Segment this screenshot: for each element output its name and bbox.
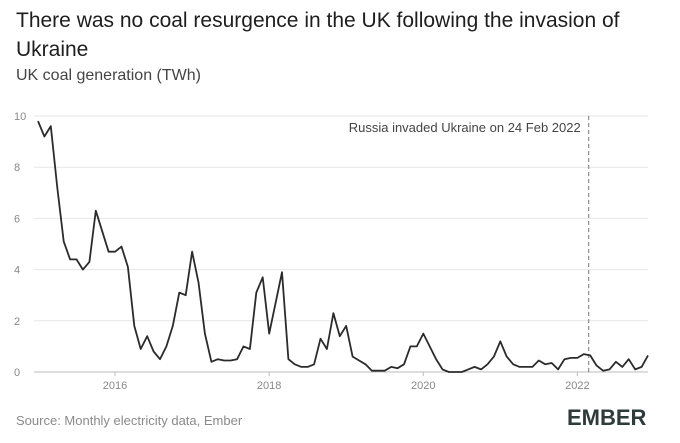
annotation-group: Russia invaded Ukraine on 24 Feb 2022	[349, 116, 590, 372]
grid-lines	[34, 115, 648, 373]
y-axis: 0 2 4 6 8 10	[14, 111, 26, 379]
chart-subtitle: UK coal generation (TWh)	[16, 67, 201, 84]
x-tick-label: 2018	[257, 380, 281, 392]
y-tick-label: 4	[14, 265, 20, 277]
ember-logo: EMBER	[567, 405, 647, 430]
x-tick-label: 2022	[565, 380, 589, 392]
series-points	[37, 121, 649, 373]
x-tick-label: 2016	[103, 380, 127, 392]
x-axis: 2016 2018 2020 2022	[103, 372, 590, 392]
logo-text: EMBER	[567, 405, 647, 430]
invasion-annotation: Russia invaded Ukraine on 24 Feb 2022	[349, 120, 581, 135]
source-note: Source: Monthly electricity data, Ember	[16, 413, 243, 428]
y-tick-label: 6	[14, 213, 20, 225]
y-tick-label: 10	[14, 111, 26, 123]
x-tick-label: 2020	[411, 380, 435, 392]
y-tick-label: 2	[14, 316, 20, 328]
y-tick-label: 0	[14, 367, 20, 379]
y-tick-label: 8	[14, 162, 20, 174]
chart-title: There was no coal resurgence in the UK f…	[16, 9, 620, 61]
series-line	[37, 120, 649, 373]
